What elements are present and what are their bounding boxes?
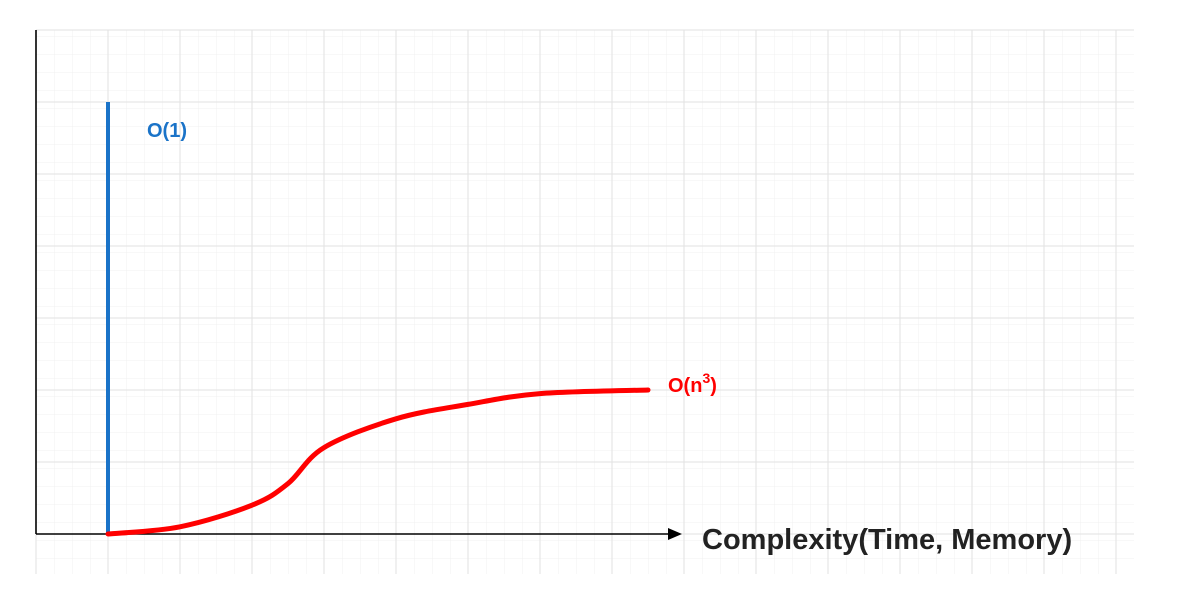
series-line-on3 [105, 387, 651, 537]
o1-label: O(1) [147, 120, 187, 142]
x-axis-label: Complexity(Time, Memory) [702, 524, 1072, 556]
major-grid [35, 29, 1134, 574]
x-axis-arrow [668, 528, 682, 540]
on3-label-suffix: ) [710, 375, 717, 397]
series [105, 102, 651, 537]
on3-label-sup: 3 [702, 370, 710, 386]
grid [36, 30, 1134, 574]
on3-label-base: O(n [668, 375, 702, 397]
on3-label: O(n3) [668, 370, 717, 397]
labels: Complexity(Time, Memory) O(1) O(n3) [147, 120, 1072, 556]
